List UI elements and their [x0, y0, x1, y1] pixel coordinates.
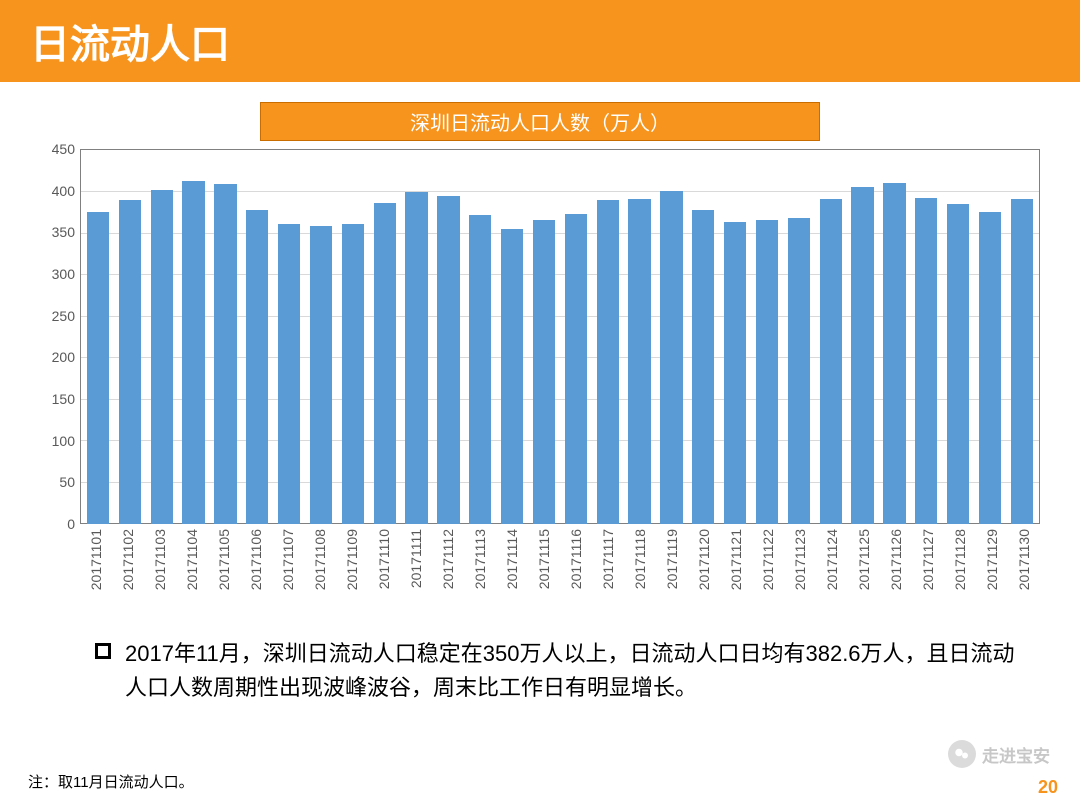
x-tick: 20171124: [824, 529, 840, 590]
bar: [597, 200, 619, 524]
bar: [310, 226, 332, 524]
bar: [915, 198, 937, 524]
bullet-text: 2017年11月，深圳日流动人口稳定在350万人以上，日流动人口日均有382.6…: [125, 637, 1020, 705]
bar: [214, 184, 236, 524]
x-tick: 20171119: [664, 529, 680, 589]
bullet-point: 2017年11月，深圳日流动人口稳定在350万人以上，日流动人口日均有382.6…: [95, 637, 1020, 705]
bar: [692, 210, 714, 524]
x-tick: 20171108: [312, 529, 328, 590]
bar: [501, 229, 523, 524]
x-tick: 20171101: [88, 529, 104, 590]
bar: [628, 199, 650, 524]
x-tick: 20171118: [632, 529, 648, 589]
bar: [246, 210, 268, 524]
bars-container: [80, 149, 1040, 524]
watermark: 走进宝安: [948, 740, 1050, 768]
x-tick: 20171111: [408, 529, 424, 588]
chart-title: 深圳日流动人口人数（万人）: [260, 102, 820, 141]
x-tick: 20171130: [1016, 529, 1032, 590]
x-tick: 20171123: [792, 529, 808, 590]
x-tick: 20171121: [728, 529, 744, 590]
x-tick: 20171103: [152, 529, 168, 590]
bar: [820, 199, 842, 524]
bar: [788, 218, 810, 524]
y-tick: 150: [30, 391, 75, 407]
x-tick: 20171114: [504, 529, 520, 589]
bar: [119, 200, 141, 524]
x-tick: 20171129: [984, 529, 1000, 590]
y-tick: 200: [30, 349, 75, 365]
bar: [851, 187, 873, 524]
bar: [660, 191, 682, 524]
x-tick: 20171106: [248, 529, 264, 590]
y-tick: 0: [30, 516, 75, 532]
bullet-marker: [95, 643, 111, 659]
x-tick: 20171105: [216, 529, 232, 590]
page-number: 20: [1038, 777, 1058, 798]
y-tick: 400: [30, 183, 75, 199]
x-tick: 20171120: [696, 529, 712, 590]
y-tick: 300: [30, 266, 75, 282]
x-tick: 20171128: [952, 529, 968, 590]
x-tick: 20171126: [888, 529, 904, 590]
x-tick: 20171125: [856, 529, 872, 590]
watermark-text: 走进宝安: [982, 742, 1050, 767]
bar: [533, 220, 555, 524]
bar: [374, 203, 396, 524]
bar: [151, 190, 173, 524]
bar: [469, 215, 491, 524]
x-tick: 20171122: [760, 529, 776, 590]
bar: [979, 212, 1001, 524]
bar: [565, 214, 587, 524]
bar: [756, 220, 778, 524]
x-tick: 20171110: [376, 529, 392, 589]
y-tick: 250: [30, 308, 75, 324]
bar: [883, 183, 905, 524]
bar: [947, 204, 969, 524]
x-tick: 20171107: [280, 529, 296, 590]
x-tick: 20171113: [472, 529, 488, 589]
x-tick: 20171102: [120, 529, 136, 590]
x-tick: 20171117: [600, 529, 616, 589]
bar: [87, 212, 109, 525]
header: 日流动人口: [0, 0, 1080, 82]
y-tick: 350: [30, 224, 75, 240]
x-axis-labels: 20171101 20171102 20171103 20171104 20171105…: [80, 529, 1040, 619]
x-tick: 20171104: [184, 529, 200, 590]
wechat-icon: [948, 740, 976, 768]
bar: [437, 196, 459, 524]
bar: [405, 192, 427, 524]
bar: [278, 224, 300, 524]
x-tick: 20171112: [440, 529, 456, 589]
bar: [182, 181, 204, 524]
page-title: 日流动人口: [30, 12, 230, 70]
x-tick: 20171109: [344, 529, 360, 590]
footnote: 注：取11月日流动人口。: [28, 771, 194, 792]
x-tick: 20171127: [920, 529, 936, 590]
x-tick: 20171115: [536, 529, 552, 589]
y-tick: 50: [30, 474, 75, 490]
x-tick: 20171116: [568, 529, 584, 589]
bar: [1011, 199, 1033, 524]
bar: [724, 222, 746, 524]
bar: [342, 224, 364, 524]
bar-chart: 20171101 20171102 20171103 20171104 20171105…: [30, 149, 1050, 619]
y-tick: 450: [30, 141, 75, 157]
y-tick: 100: [30, 433, 75, 449]
